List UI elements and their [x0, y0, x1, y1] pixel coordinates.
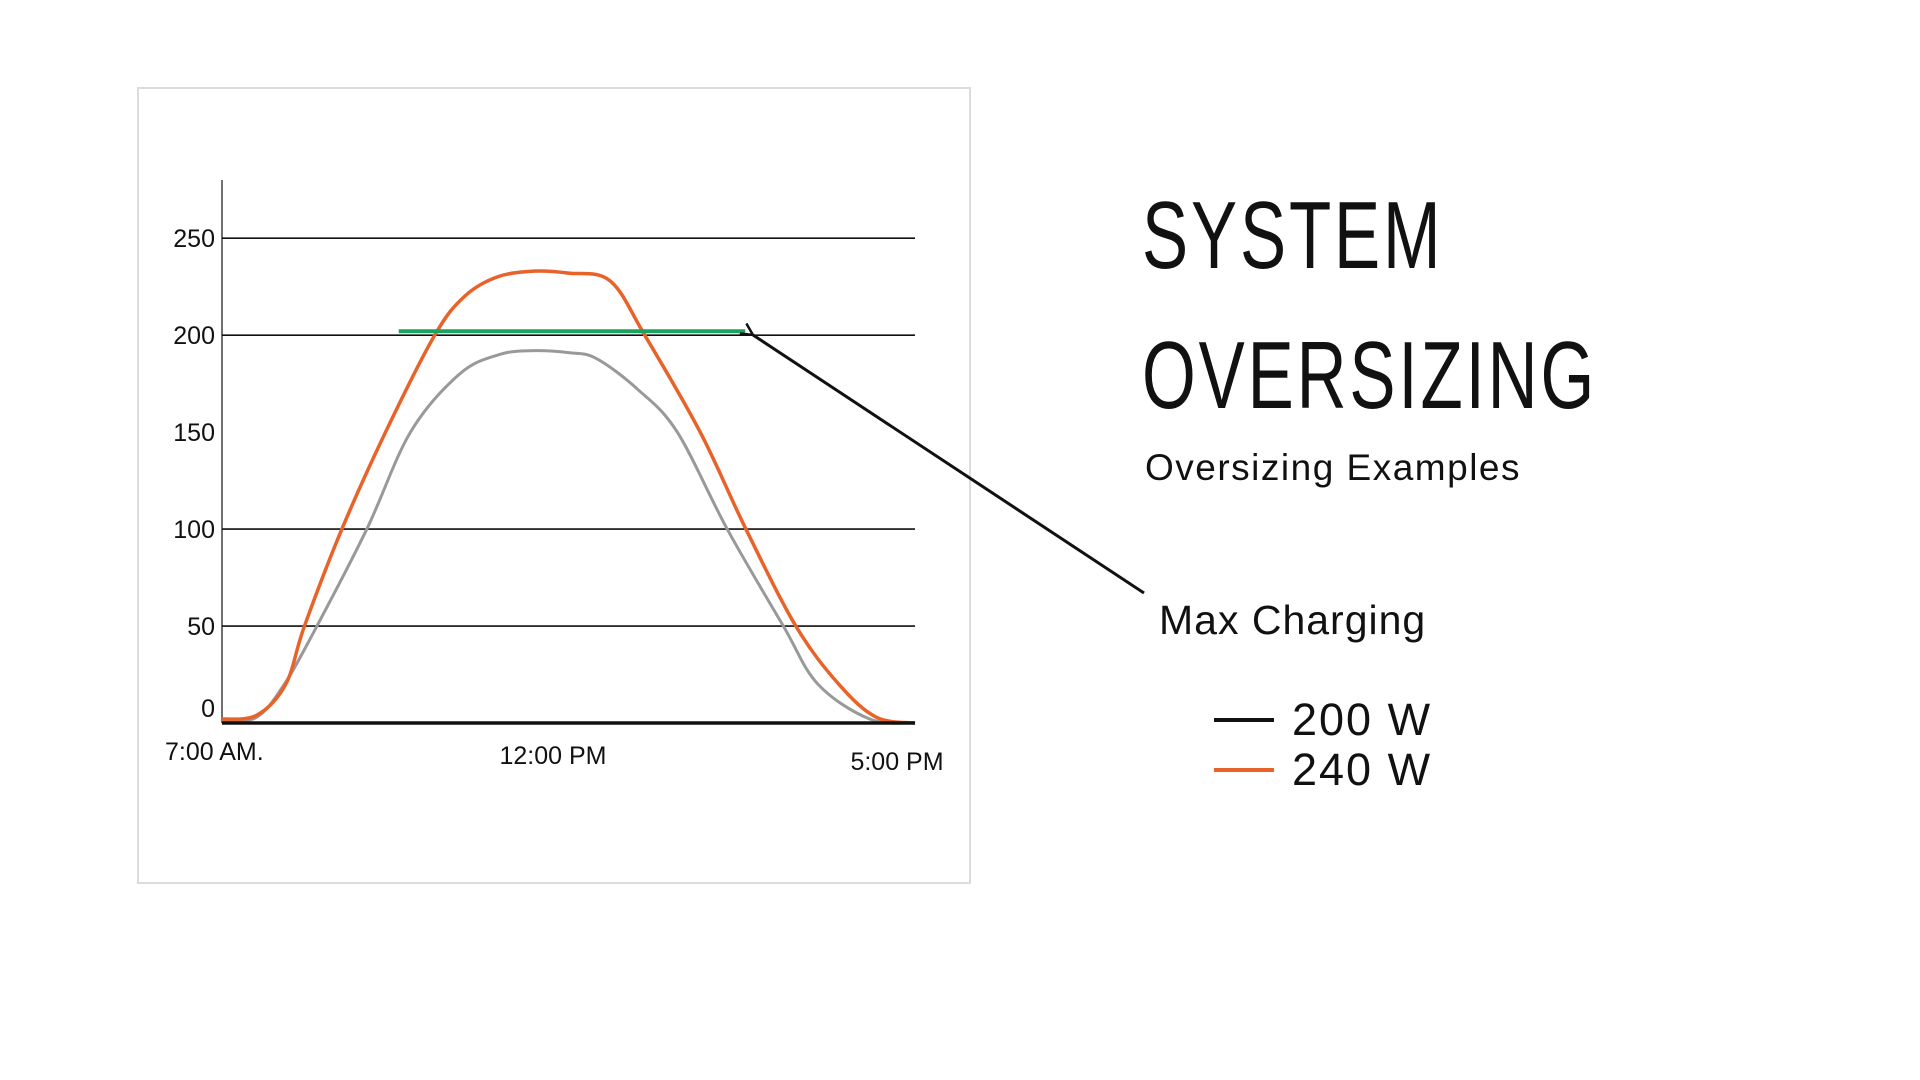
legend-label: 200 W: [1292, 694, 1433, 745]
legend-swatch: [1214, 768, 1274, 772]
series-line-200w: [221, 349, 916, 725]
x-tick-label: 7:00 AM.: [165, 738, 264, 766]
subtitle: Oversizing Examples: [1145, 447, 1522, 488]
chart-card: [137, 87, 971, 884]
y-tick-label: 250: [173, 225, 215, 253]
y-tick-label: 150: [173, 419, 215, 447]
y-tick-label: 200: [173, 322, 215, 350]
title-line-1: SYSTEM: [1142, 182, 1444, 289]
series-lines: [221, 269, 916, 725]
annotation-label: Max Charging: [1159, 597, 1427, 643]
title-line-2: OVERSIZING: [1142, 322, 1598, 429]
legend-item-200w: 200 W: [1214, 694, 1432, 745]
y-tick-label: 0: [201, 695, 215, 723]
legend-swatch: [1214, 718, 1274, 722]
gridlines: [222, 237, 915, 627]
legend-item-240w: 240 W: [1214, 744, 1432, 795]
x-tick-labels: 7:00 AM. 12:00 PM 5:00 PM: [165, 738, 944, 776]
annotation-arrow: [753, 335, 1145, 595]
y-tick-labels: 0 50 100 150 200 250: [173, 225, 215, 723]
y-tick-label: 100: [173, 516, 215, 544]
x-tick-label: 5:00 PM: [850, 748, 943, 776]
x-tick-label: 12:00 PM: [499, 742, 606, 770]
series-line-240w: [221, 269, 916, 725]
legend-label: 240 W: [1292, 744, 1433, 795]
y-tick-label: 50: [187, 613, 215, 641]
